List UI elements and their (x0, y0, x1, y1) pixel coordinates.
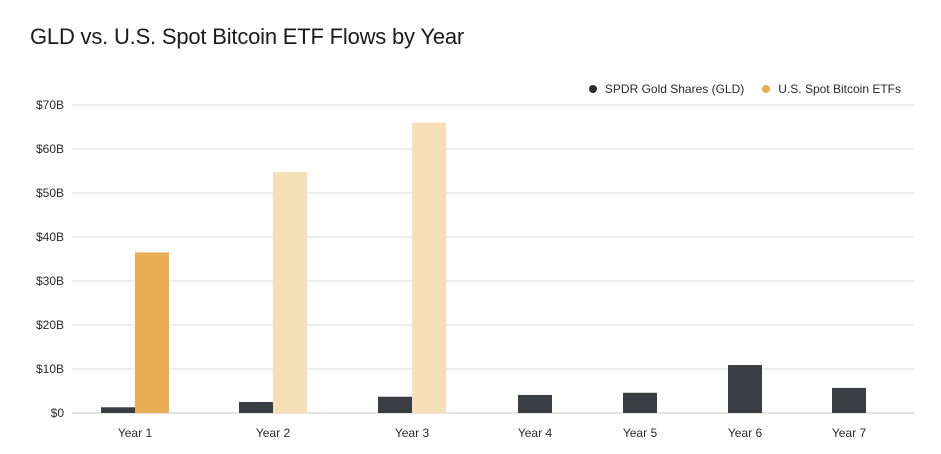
bar-gld (239, 402, 273, 413)
x-tick-label: Year 7 (832, 426, 867, 440)
y-tick-label: $70B (36, 98, 64, 112)
bar-gld (378, 396, 412, 413)
y-tick-label: $60B (36, 142, 64, 156)
chart-legend: SPDR Gold Shares (GLD) U.S. Spot Bitcoin… (571, 82, 901, 96)
x-tick-label: Year 4 (518, 426, 553, 440)
x-tick-label: Year 2 (256, 426, 291, 440)
legend-item-btc: U.S. Spot Bitcoin ETFs (762, 82, 901, 96)
y-tick-label: $0 (51, 406, 65, 420)
legend-label-btc: U.S. Spot Bitcoin ETFs (778, 82, 901, 96)
chart-title: GLD vs. U.S. Spot Bitcoin ETF Flows by Y… (30, 24, 465, 49)
x-tick-label: Year 3 (395, 426, 430, 440)
x-tick-label: Year 5 (623, 426, 658, 440)
y-tick-label: $50B (36, 186, 64, 200)
x-tick-label: Year 6 (728, 426, 763, 440)
bar-gld (623, 392, 657, 413)
bar-gld (832, 387, 866, 413)
bar-gld (728, 365, 762, 413)
bar-btc (135, 252, 169, 413)
legend-item-gld: SPDR Gold Shares (GLD) (588, 82, 745, 96)
bar-btc (412, 122, 446, 413)
y-tick-label: $40B (36, 230, 64, 244)
bar-gld (518, 394, 552, 413)
legend-swatch-btc (762, 85, 771, 93)
bar-gld (101, 407, 135, 413)
y-tick-label: $10B (36, 362, 64, 376)
y-tick-label: $20B (36, 318, 64, 332)
y-tick-label: $30B (36, 274, 64, 288)
legend-swatch-gld (588, 85, 597, 93)
bar-btc (273, 171, 307, 413)
x-tick-label: Year 1 (118, 426, 153, 440)
legend-label-gld: SPDR Gold Shares (GLD) (604, 82, 745, 96)
